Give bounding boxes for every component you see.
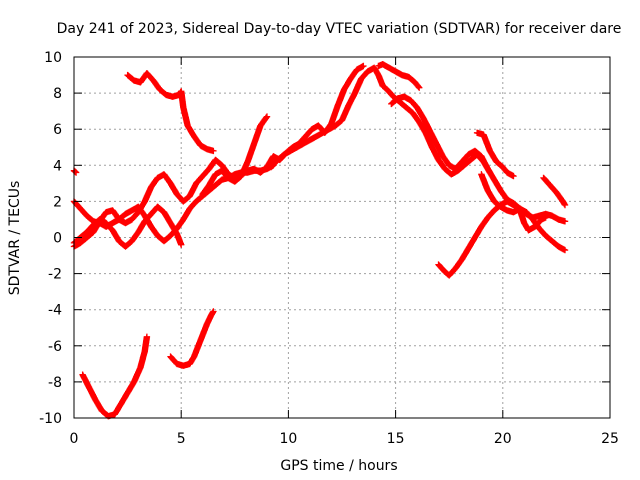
data-series: [70, 167, 80, 176]
data-point-markers: [268, 64, 494, 178]
data-point-markers: [375, 61, 423, 91]
y-tick-label: -10: [39, 411, 62, 427]
x-tick-label: 0: [70, 431, 79, 447]
data-series: [79, 333, 151, 420]
data-point-markers: [435, 198, 549, 279]
data-series: [540, 174, 569, 209]
y-tick-label: -4: [48, 303, 62, 319]
chart-title: Day 241 of 2023, Sidereal Day-to-day VTE…: [57, 21, 622, 37]
data-point-markers: [79, 333, 151, 420]
data-points: [70, 61, 569, 420]
data-series: [473, 129, 517, 180]
y-tick-label: 8: [53, 86, 62, 102]
x-tick-label: 25: [601, 431, 619, 447]
y-tick-label: 4: [53, 158, 62, 174]
data-series: [199, 113, 271, 198]
axis-ticks: 0 5 10 15 20 25 -10 -8 -6 -4 -2 0 2 4 6 8 10: [39, 50, 619, 447]
grid-lines: [74, 57, 610, 418]
data-series: [268, 64, 494, 178]
data-point-markers: [199, 113, 271, 198]
y-axis-label: SDTVAR / TECUs: [7, 181, 23, 296]
y-tick-label: -8: [48, 375, 62, 391]
data-series: [124, 70, 217, 155]
data-point-markers: [540, 174, 569, 209]
data-series: [478, 171, 569, 254]
data-point-markers: [478, 171, 569, 254]
x-tick-label: 20: [494, 431, 512, 447]
x-tick-label: 10: [279, 431, 297, 447]
data-point-markers: [473, 129, 517, 180]
data-point-markers: [167, 308, 217, 369]
y-tick-label: 0: [53, 231, 62, 247]
x-tick-label: 15: [387, 431, 405, 447]
y-tick-label: -2: [48, 267, 62, 283]
x-axis-label: GPS time / hours: [280, 458, 397, 474]
data-series: [167, 308, 217, 369]
y-tick-label: 6: [53, 122, 62, 138]
data-series: [375, 61, 423, 91]
x-tick-label: 5: [177, 431, 186, 447]
y-tick-label: -6: [48, 339, 62, 355]
data-point-markers: [124, 70, 217, 155]
y-tick-label: 10: [44, 50, 62, 66]
data-series: [435, 198, 549, 279]
y-tick-label: 2: [53, 194, 62, 210]
data-point-markers: [70, 167, 80, 176]
